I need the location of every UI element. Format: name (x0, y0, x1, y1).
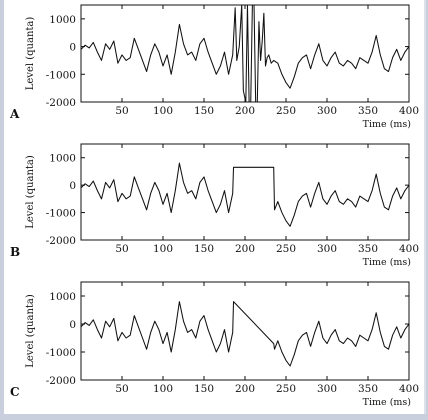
x-tick-label: 250 (276, 105, 296, 117)
y-tick-label: 1000 (49, 153, 76, 165)
plot-area-frame (80, 281, 410, 381)
x-tick-label: 200 (235, 383, 255, 395)
series-line (81, 301, 409, 367)
y-tick-label: -1000 (46, 347, 76, 359)
x-tick-label: 400 (399, 243, 419, 255)
y-tick-label: 0 (69, 42, 76, 54)
x-tick-label: 100 (153, 105, 173, 117)
y-tick-label: 0 (69, 180, 76, 192)
y-axis-label: Level (quanta) (25, 155, 36, 229)
x-tick-label: 150 (194, 105, 214, 117)
y-tick-label: 1000 (49, 14, 76, 26)
chart-panel-a: 50 100 150 200 250 300 350 400 -2000 -1000 0 1000 Le… (9, 4, 419, 130)
y-axis-label: Level (quanta) (25, 17, 36, 91)
plot-area-frame (80, 4, 410, 103)
x-tick-label: 50 (115, 105, 128, 117)
y-tick-label: -1000 (46, 208, 76, 220)
plot-area-frame (80, 143, 410, 241)
x-tick-label: 400 (399, 105, 419, 117)
chart-panel-c: 50 100 150 200 250 300 350 400 -2000 -1000 0 1000 Le… (10, 281, 419, 408)
x-tick-label: 150 (194, 243, 214, 255)
figure-frame: 50 100 150 200 250 300 350 400 -2000 -1000 0 1000 Le… (4, 0, 426, 414)
x-tick-label: 200 (235, 105, 255, 117)
x-axis-label: Time (ms) (363, 397, 411, 408)
y-tick-label: -2000 (46, 375, 76, 387)
x-axis-label: Time (ms) (363, 257, 411, 268)
y-tick-label: -1000 (46, 69, 76, 81)
panel-letter: B (10, 245, 20, 259)
x-tick-label: 250 (276, 243, 296, 255)
x-tick-label: 150 (194, 383, 214, 395)
x-tick-label: 50 (115, 383, 128, 395)
series-line (81, 5, 409, 102)
y-tick-label: -2000 (46, 235, 76, 247)
series-line (81, 162, 409, 227)
x-tick-label: 250 (276, 383, 296, 395)
panel-letter: C (10, 385, 20, 399)
x-tick-label: 350 (358, 105, 378, 117)
y-tick-label: -2000 (46, 97, 76, 109)
x-tick-label: 300 (317, 105, 337, 117)
x-axis-label: Time (ms) (363, 119, 411, 130)
y-tick-label: 0 (69, 319, 76, 331)
x-tick-label: 400 (399, 383, 419, 395)
x-tick-label: 100 (153, 383, 173, 395)
chart-panel-b: 50 100 150 200 250 300 350 400 -2000 -1000 0 1000 Le… (10, 143, 419, 268)
y-axis-label: Level (quanta) (25, 294, 36, 368)
x-tick-label: 350 (358, 383, 378, 395)
panel-letter: A (9, 107, 20, 121)
x-tick-label: 300 (317, 243, 337, 255)
x-tick-label: 300 (317, 383, 337, 395)
y-tick-label: 1000 (49, 291, 76, 303)
x-tick-label: 200 (235, 243, 255, 255)
x-tick-label: 100 (153, 243, 173, 255)
x-tick-label: 50 (115, 243, 128, 255)
figure-svg: 50 100 150 200 250 300 350 400-2000-100001000Le… (9, 4, 419, 408)
x-tick-label: 350 (358, 243, 378, 255)
